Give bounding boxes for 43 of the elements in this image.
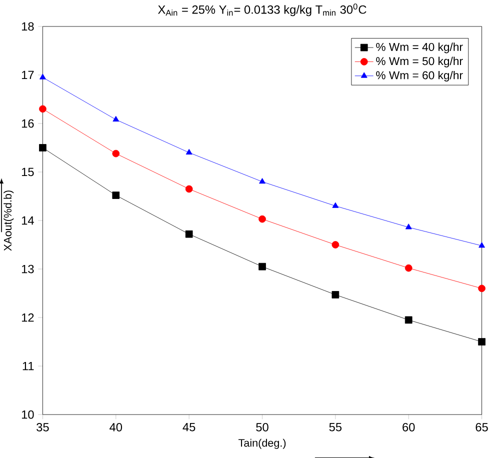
y-tick-label: 11	[22, 362, 34, 370]
x-tick-label: 40	[110, 422, 122, 432]
legend-label: % Wm = 60 kg/hr	[376, 70, 463, 82]
y-tick-label: 14	[22, 216, 34, 224]
y-tick-label: 13	[22, 264, 34, 274]
point	[258, 262, 266, 270]
point	[404, 264, 412, 272]
x-tick-label: 45	[182, 422, 196, 432]
point	[478, 284, 486, 292]
point	[186, 148, 192, 154]
point	[332, 240, 340, 248]
y-axis-title: XAout(%d.b)	[4, 190, 14, 251]
point	[332, 202, 339, 208]
legend-label: % Wm = 40 kg/hr	[376, 42, 463, 54]
y-tick-label: 10	[22, 410, 34, 419]
x-tick-label: 50	[256, 422, 268, 432]
y-tick-label: 18	[22, 22, 34, 30]
point	[259, 178, 266, 184]
y-tick-label: 15	[22, 168, 34, 176]
point	[39, 105, 46, 112]
point	[478, 338, 486, 346]
point	[112, 116, 120, 122]
y-tick-label: 17	[22, 70, 34, 79]
point	[39, 144, 46, 152]
y-tick-label: 12	[22, 313, 34, 322]
legend-label: % Wm = 50 kg/hr	[376, 56, 463, 68]
point	[185, 230, 193, 238]
x-tick-label: 60	[402, 422, 415, 432]
point	[112, 191, 120, 199]
point	[185, 185, 193, 192]
x-tick-label: 65	[476, 422, 488, 432]
x-axis-title: Tain(deg.)	[238, 438, 286, 449]
point	[404, 316, 412, 324]
point	[405, 223, 412, 230]
x-tick-label: 35	[36, 422, 49, 432]
point	[40, 74, 46, 80]
point	[478, 242, 485, 248]
point	[258, 215, 266, 223]
y-tick-label: 16	[22, 119, 34, 128]
x-tick-label: 55	[329, 422, 342, 432]
chart-title: X$_{Ain}$ = 25% Y$_{in}$= 0.0133 kg/kg T$_{min}$ 30$^{0}$C	[158, 3, 366, 16]
point	[112, 150, 120, 158]
point	[332, 290, 340, 298]
